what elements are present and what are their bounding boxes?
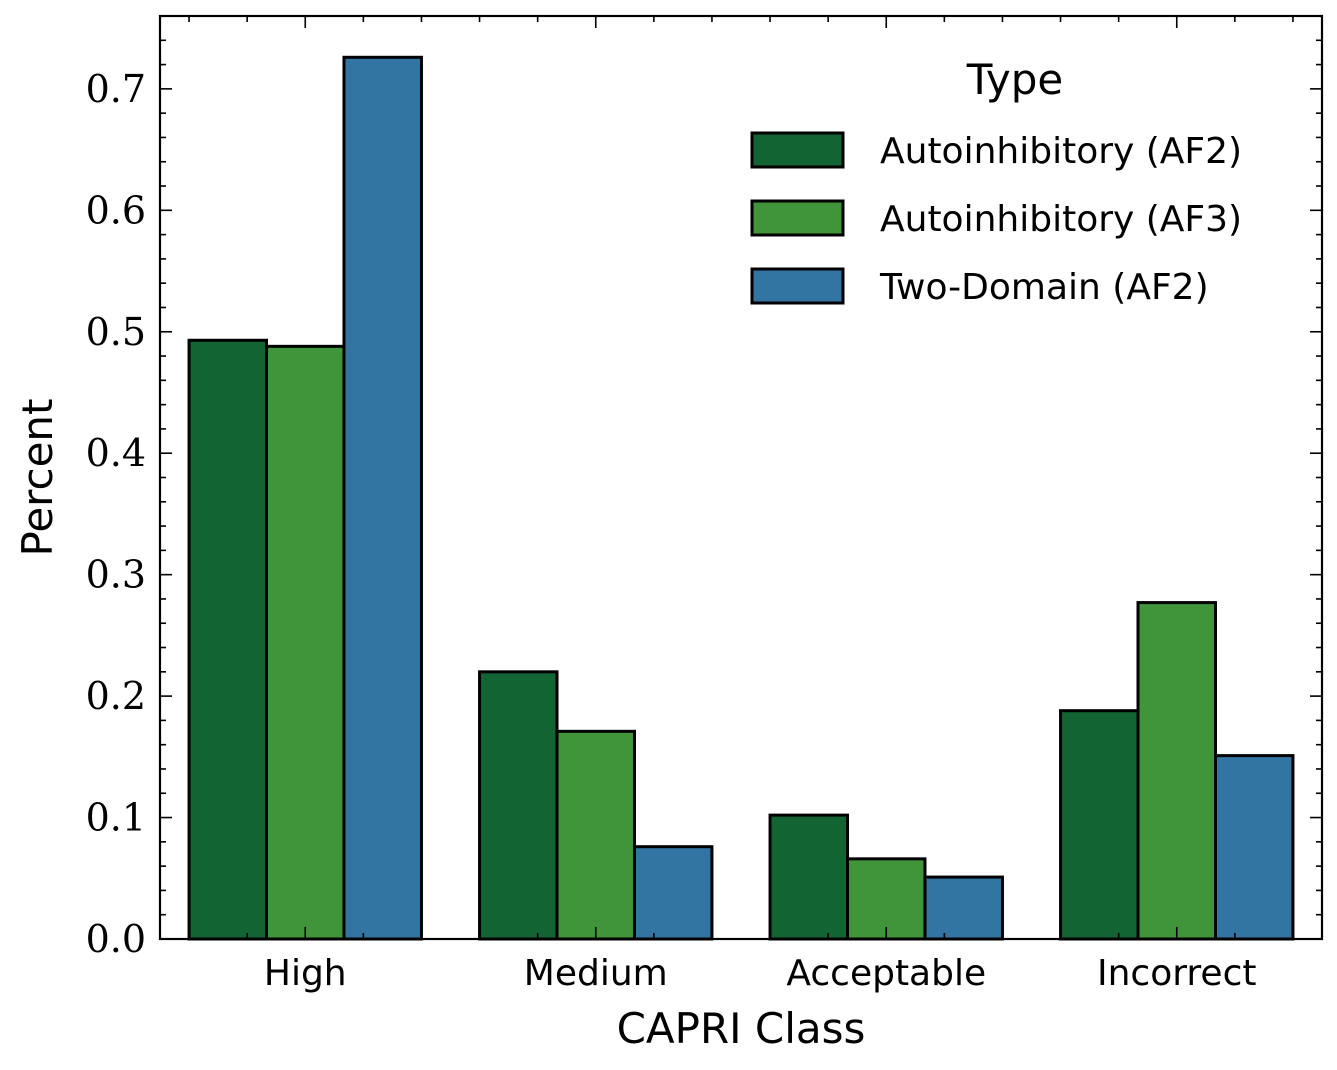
legend: Type Autoinhibitory (AF2) Autoinhibitory … bbox=[750, 55, 1242, 308]
y-tick-label: 0.1 bbox=[86, 796, 146, 840]
y-tick-label: 0.0 bbox=[86, 917, 146, 961]
x-tick-label-high: High bbox=[264, 953, 347, 994]
legend-label-3: Two-Domain (AF2) bbox=[879, 267, 1209, 308]
y-tick-label: 0.6 bbox=[86, 188, 146, 232]
x-axis-title: CAPRI Class bbox=[617, 1004, 866, 1053]
y-tick-label: 0.3 bbox=[86, 553, 146, 597]
y-tick-label: 0.5 bbox=[86, 310, 146, 354]
bar-high-series-1 bbox=[187, 338, 269, 941]
bars-layer bbox=[187, 55, 1295, 941]
legend-title: Type bbox=[966, 55, 1063, 104]
x-tick-label-acceptable: Acceptable bbox=[786, 953, 986, 994]
legend-swatch-3 bbox=[750, 267, 845, 305]
y-axis-title: Percent bbox=[13, 398, 62, 556]
bar-incorrect-series-2 bbox=[1136, 601, 1217, 941]
bar-acceptable-series-1 bbox=[768, 813, 850, 941]
plot-frame bbox=[158, 14, 1324, 941]
bar-medium-series-1 bbox=[478, 670, 559, 941]
legend-label-1: Autoinhibitory (AF2) bbox=[880, 131, 1242, 172]
legend-swatch-1 bbox=[750, 131, 845, 169]
x-tick-labels: High Medium Acceptable Incorrect bbox=[264, 953, 1257, 994]
bar-acceptable-series-2 bbox=[846, 857, 927, 941]
legend-label-2: Autoinhibitory (AF3) bbox=[880, 199, 1242, 240]
bar-high-series-3 bbox=[342, 55, 423, 941]
legend-swatch-2 bbox=[750, 199, 845, 237]
bar-incorrect-series-3 bbox=[1213, 754, 1295, 941]
bar-medium-series-3 bbox=[632, 845, 714, 941]
x-tick-label-medium: Medium bbox=[524, 953, 668, 994]
y-tick-label: 0.7 bbox=[86, 67, 146, 111]
bar-incorrect-series-1 bbox=[1059, 709, 1140, 941]
bar-high-series-2 bbox=[265, 344, 346, 941]
x-tick-label-incorrect: Incorrect bbox=[1097, 953, 1257, 994]
y-tick-labels: 0.0 0.1 0.2 0.3 0.4 0.5 0.6 0.7 bbox=[86, 67, 146, 961]
bar-acceptable-series-3 bbox=[923, 875, 1004, 941]
y-tick-label: 0.4 bbox=[86, 431, 146, 475]
y-tick-label: 0.2 bbox=[86, 674, 146, 718]
bar-medium-series-2 bbox=[555, 729, 636, 941]
